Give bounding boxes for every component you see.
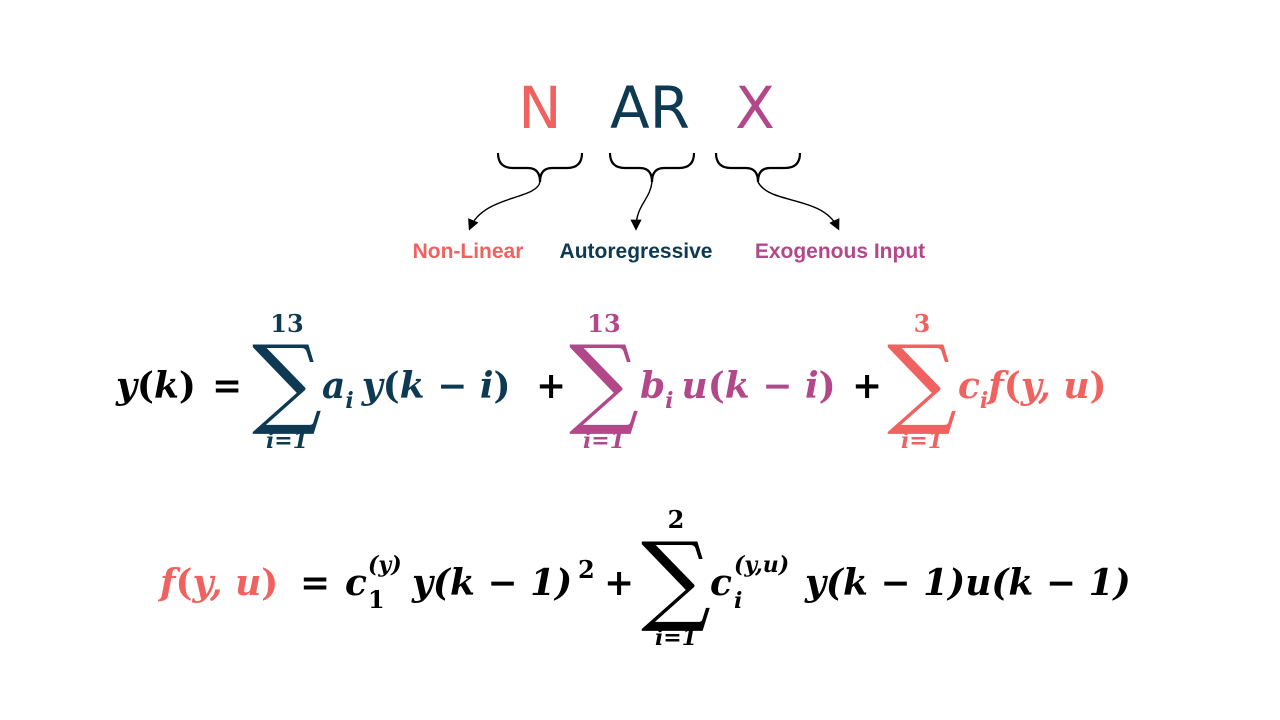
- eq2-equals: =: [300, 562, 330, 604]
- acronym-x: X: [735, 74, 775, 142]
- arrow-exogenous: [757, 181, 840, 231]
- sum-autoregressive: 13 ∑ i=1 ai y(k − i): [252, 309, 511, 454]
- svg-text:aiy(k − i): ai y(k − i): [322, 365, 511, 414]
- equation-narx: y(k) = 13 ∑ i=1 ai y(k − i) + 13 ∑ i=1 bi…: [115, 309, 1107, 454]
- nl-sum-lower: i=1: [901, 428, 943, 454]
- svg-text:f(y, u): f(y, u): [157, 562, 278, 604]
- exo-sum-lower: i=1: [583, 428, 625, 454]
- eq1-plus-2: +: [852, 365, 882, 407]
- eq2-sigma: ∑: [641, 522, 711, 636]
- arrow-nonlinear: [468, 181, 541, 231]
- svg-text:y(k − 1)u(k − 1): y(k − 1)u(k − 1): [804, 562, 1131, 604]
- brace-x: [714, 152, 802, 183]
- ar-sum-upper: 13: [270, 309, 303, 338]
- svg-text:c: c: [710, 562, 732, 604]
- svg-text:c: c: [345, 562, 367, 604]
- svg-text:(y): (y): [368, 552, 402, 578]
- brace-ar: [608, 152, 696, 183]
- svg-text:y(k): y(k): [115, 365, 196, 407]
- eq2-sum-lower: i=1: [655, 625, 697, 651]
- label-exogenous: Exogenous Input: [755, 240, 925, 263]
- eq2-term1: c (y) 1 y(k − 1) 2: [345, 552, 595, 614]
- eq2-sum: 2 ∑ i=1 c (y,u) i y(k − 1)u(k − 1): [641, 505, 1131, 651]
- label-nonlinear: Non-Linear: [413, 240, 524, 263]
- eq1-lhs-arg: k: [154, 365, 179, 407]
- brace-n: [496, 152, 584, 183]
- sum-nonlinear: 3 ∑ i=1 cif(y, u): [887, 309, 1107, 454]
- equation-f-definition: f(y, u) = c (y) 1 y(k − 1) 2 + 2 ∑ i=1 c…: [157, 505, 1131, 651]
- eq1-equals: =: [212, 365, 242, 407]
- svg-text:1: 1: [368, 585, 385, 614]
- ar-sigma: ∑: [252, 325, 322, 439]
- svg-text:(y,u): (y,u): [734, 552, 789, 578]
- eq2-sum-upper: 2: [668, 505, 685, 534]
- exo-sum-upper: 13: [587, 309, 620, 338]
- nl-sum-upper: 3: [914, 309, 931, 338]
- svg-text:i: i: [734, 588, 742, 614]
- acronym-n: N: [518, 74, 561, 142]
- eq1-lhs-fn: y: [115, 365, 139, 407]
- eq2-lhs-arg: y, u: [192, 562, 262, 604]
- label-autoregressive: Autoregressive: [560, 240, 713, 263]
- ar-sum-lower: i=1: [266, 428, 308, 454]
- eq2-plus: +: [604, 562, 634, 604]
- acronym-ar: AR: [610, 74, 690, 142]
- nl-sigma: ∑: [887, 325, 957, 439]
- eq1-plus-1: +: [536, 365, 566, 407]
- svg-text:cif(y, u): cif(y, u): [958, 365, 1107, 414]
- sum-exogenous: 13 ∑ i=1 bi u(k − i): [569, 309, 836, 454]
- exo-sigma: ∑: [569, 325, 639, 439]
- arrow-autoregressive: [630, 181, 653, 231]
- svg-text:y(k − 1): y(k − 1): [411, 562, 572, 604]
- svg-text:biu(k − i): bi u(k − i): [640, 365, 836, 414]
- svg-text:2: 2: [578, 555, 595, 584]
